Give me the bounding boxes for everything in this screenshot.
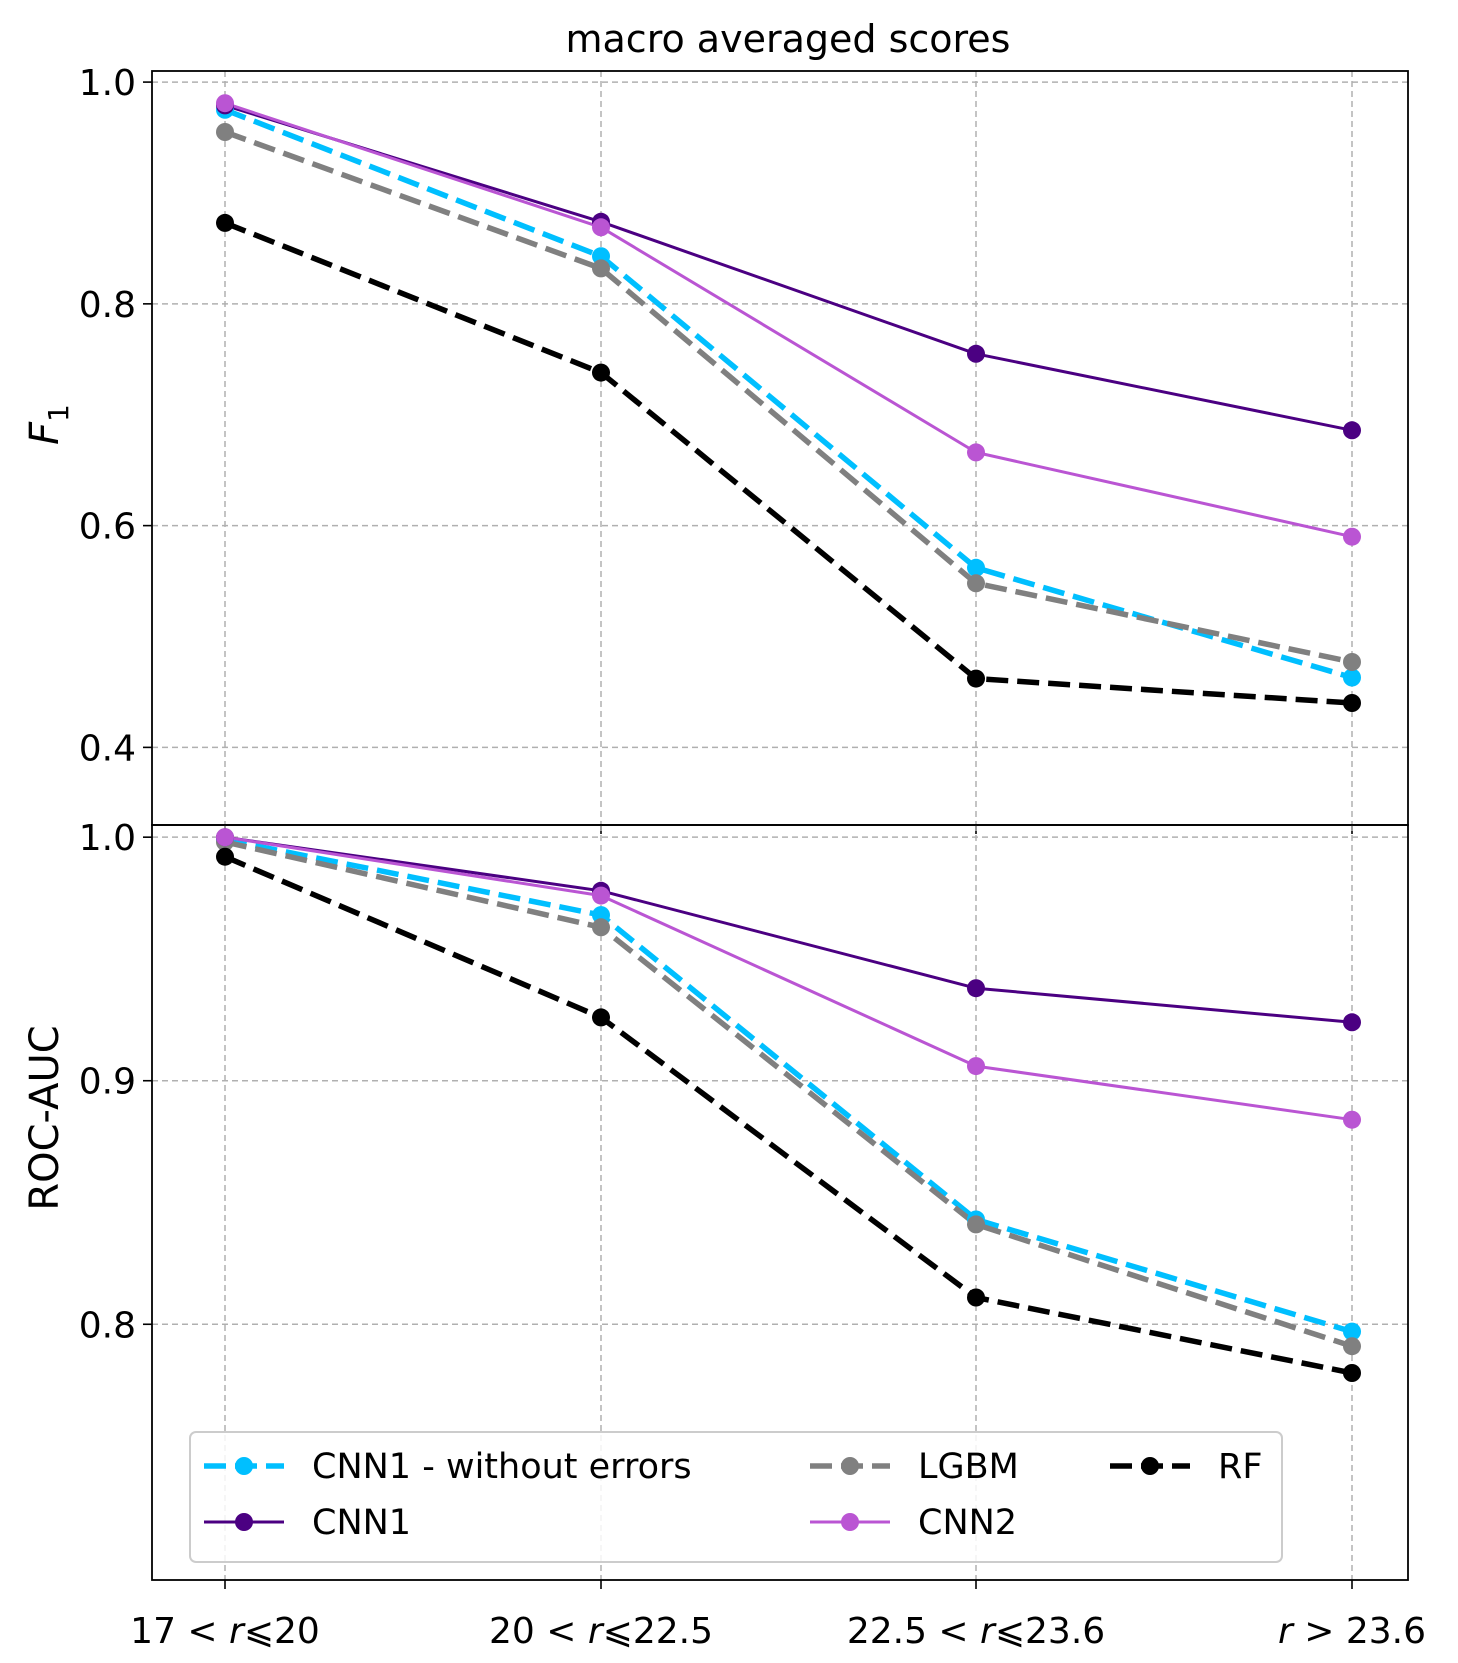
legend-label-cnn1: CNN1 [312,1503,411,1543]
f1-axis-label-sub: 1 [42,404,75,422]
series-line-rf [223,854,1353,1376]
y-tick-label: 1.0 [79,63,136,104]
point-cnn2 [216,94,234,113]
point-cnn1 [967,979,985,998]
point-rf [967,669,985,688]
series-line-cnn1_noerr [224,836,1353,1335]
y-tick-label: 0.8 [79,1305,136,1346]
point-cnn2 [216,828,234,847]
f1-panel: 0.4 0.6 0.8 1.0 [79,63,1409,834]
y-tick-label: 1.0 [79,818,136,859]
legend-marker-rf [1141,1457,1159,1475]
axes-frame [151,824,1409,1581]
legend-label-cnn1_noerr: CNN1 - without errors [312,1447,692,1487]
legend-marker-cnn1 [235,1513,253,1531]
point-cnn2 [967,443,985,462]
series-line-cnn1 [224,103,1353,432]
point-lgbm [592,918,610,937]
roc-auc-panel: 0.8 0.9 1.0 [79,818,1409,1589]
series-line-lgbm [224,839,1353,1349]
point-rf [1343,694,1361,712]
series-line-cnn2 [224,101,1353,539]
point-rf [1343,1364,1361,1382]
point-rf [592,363,610,382]
x-tick-label: 17 < r⩽20 [130,1611,320,1652]
x-tick-labels: 17 < r⩽20 20 < r⩽22.5 22.5 < r⩽23.6 r > 23.… [130,1611,1426,1652]
legend-marker-lgbm [841,1457,859,1475]
point-lgbm [216,123,234,141]
point-cnn1_noerr [967,558,985,577]
y-tick-label: 0.9 [79,1062,136,1103]
point-lgbm [1343,1337,1361,1356]
x-tick-label: 22.5 < r⩽23.6 [847,1611,1105,1652]
roc-auc-axis-label: ROC-AUC [22,1025,68,1210]
point-lgbm [967,574,985,593]
point-cnn1 [1343,1013,1361,1032]
f1-axis-label: F1 [22,404,75,445]
point-lgbm [967,1215,985,1234]
axes-frame [151,70,1409,826]
x-tick-label: r > 23.6 [1278,1611,1426,1652]
y-tick-label: 0.6 [79,507,136,548]
point-cnn2 [1343,527,1361,546]
legend-marker-cnn2 [841,1513,859,1531]
series-line-cnn1 [224,835,1353,1024]
legend-label-cnn2: CNN2 [918,1503,1017,1543]
series-line-cnn1_noerr [224,107,1353,681]
legend: CNN1 - without errors LGBM RF CNN1 CNN2 [189,1431,1283,1563]
point-cnn1 [967,344,985,363]
x-tick-label: 20 < r⩽22.5 [489,1611,713,1652]
point-rf [216,213,234,232]
chart-title: macro averaged scores [566,17,1011,61]
point-cnn2 [1343,1110,1361,1129]
series-line-rf [223,220,1353,706]
point-cnn1_noerr [1343,668,1361,687]
legend-box [189,1431,1283,1563]
legend-marker-cnn1_noerr [235,1457,253,1475]
point-lgbm [1343,653,1361,671]
series-line-cnn2 [224,835,1353,1122]
f1-axis-label-main: F [22,421,68,445]
y-tick-label: 0.4 [79,728,136,769]
legend-label-lgbm: LGBM [918,1447,1019,1487]
point-rf [967,1288,985,1307]
legend-label-rf: RF [1218,1447,1262,1487]
point-cnn2 [592,218,610,237]
point-cnn2 [592,886,610,905]
y-tick-label: 0.8 [79,285,136,326]
point-lgbm [592,259,610,278]
point-cnn1_noerr [1343,1322,1361,1341]
point-rf [216,847,234,866]
point-cnn2 [967,1057,985,1076]
series-line-lgbm [224,129,1353,665]
point-cnn1 [1343,421,1361,440]
point-rf [592,1008,610,1027]
